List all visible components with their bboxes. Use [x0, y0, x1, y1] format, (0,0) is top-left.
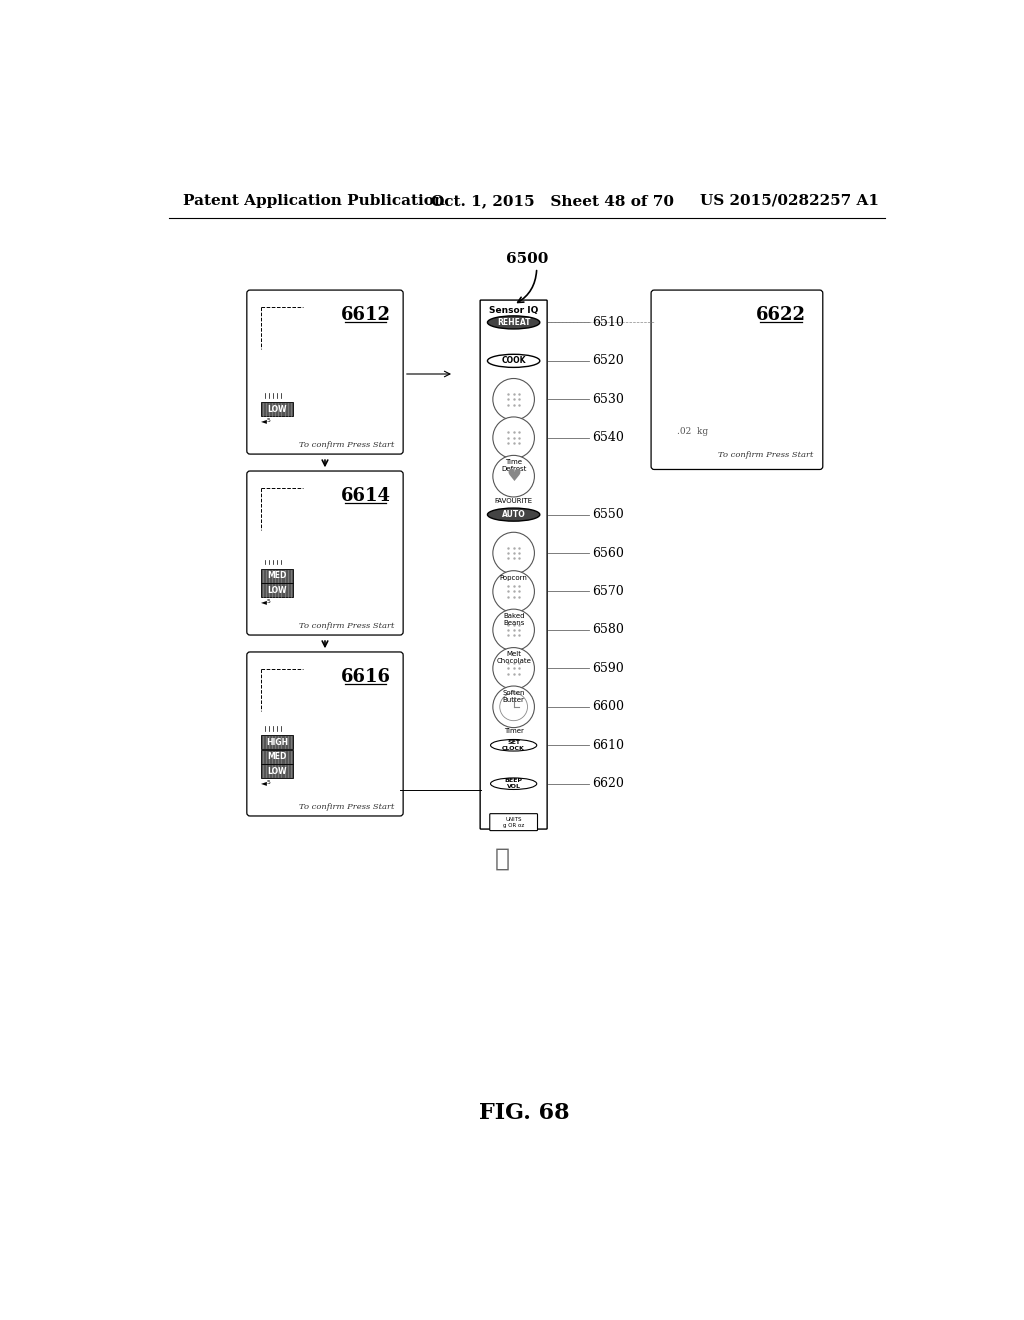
Text: US 2015/0282257 A1: US 2015/0282257 A1	[700, 194, 880, 207]
Ellipse shape	[487, 315, 540, 329]
Ellipse shape	[487, 354, 540, 367]
Text: Timer: Timer	[504, 729, 523, 734]
Text: LOW: LOW	[267, 586, 287, 595]
Text: Oct. 1, 2015   Sheet 48 of 70: Oct. 1, 2015 Sheet 48 of 70	[431, 194, 674, 207]
FancyBboxPatch shape	[247, 471, 403, 635]
Ellipse shape	[490, 739, 537, 751]
Text: 5: 5	[267, 599, 270, 603]
Text: 6590: 6590	[592, 661, 624, 675]
Circle shape	[493, 417, 535, 458]
Circle shape	[493, 648, 535, 689]
Text: ◄: ◄	[261, 777, 267, 787]
Text: FAVOURITE: FAVOURITE	[495, 498, 532, 504]
Text: 6530: 6530	[592, 393, 624, 405]
Text: Baked
Beans: Baked Beans	[503, 612, 524, 626]
Text: Popcorn: Popcorn	[500, 574, 527, 581]
Bar	[261, 569, 293, 582]
Text: 6600: 6600	[592, 701, 624, 713]
Text: MED: MED	[267, 572, 287, 581]
Ellipse shape	[487, 508, 540, 521]
Text: To confirm Press Start: To confirm Press Start	[299, 803, 394, 810]
Text: 6616: 6616	[340, 668, 390, 685]
Text: 6622: 6622	[756, 306, 806, 323]
Text: 6510: 6510	[592, 315, 624, 329]
Circle shape	[493, 532, 535, 574]
FancyBboxPatch shape	[651, 290, 823, 470]
Circle shape	[493, 686, 535, 727]
Text: Soften
Butter: Soften Butter	[503, 690, 525, 704]
Text: LOW: LOW	[267, 405, 287, 414]
Text: SET
CLOCK: SET CLOCK	[502, 739, 525, 751]
Text: LOW: LOW	[267, 767, 287, 776]
Circle shape	[493, 379, 535, 420]
Text: 5: 5	[267, 780, 270, 784]
Text: BEEP
VOL: BEEP VOL	[505, 779, 522, 789]
FancyBboxPatch shape	[489, 813, 538, 830]
FancyBboxPatch shape	[247, 290, 403, 454]
Text: 6610: 6610	[592, 739, 624, 752]
Text: 6520: 6520	[592, 354, 624, 367]
Text: 6570: 6570	[592, 585, 624, 598]
Text: 6550: 6550	[592, 508, 624, 521]
Text: 6620: 6620	[592, 777, 624, 791]
Text: 6540: 6540	[592, 432, 624, 445]
Ellipse shape	[490, 777, 537, 789]
Text: COOK: COOK	[502, 356, 526, 366]
Text: 👉: 👉	[495, 847, 510, 871]
Text: UNITS
g OR oz: UNITS g OR oz	[503, 817, 524, 828]
Text: 6612: 6612	[340, 306, 390, 323]
FancyBboxPatch shape	[247, 652, 403, 816]
Text: ♥: ♥	[506, 467, 521, 486]
Text: 6614: 6614	[340, 487, 390, 504]
Text: .02  kg: .02 kg	[677, 428, 709, 436]
Bar	[261, 750, 293, 763]
Circle shape	[493, 609, 535, 651]
Circle shape	[500, 693, 527, 721]
Text: FIG. 68: FIG. 68	[479, 1102, 570, 1125]
Text: To confirm Press Start: To confirm Press Start	[718, 451, 813, 459]
Text: To confirm Press Start: To confirm Press Start	[299, 441, 394, 449]
Text: ◄: ◄	[261, 597, 267, 606]
Circle shape	[493, 455, 535, 496]
Text: MED: MED	[267, 752, 287, 762]
Bar	[261, 735, 293, 748]
Bar	[261, 764, 293, 779]
Text: Sensor IQ: Sensor IQ	[488, 306, 539, 314]
Text: 5: 5	[267, 417, 270, 422]
Text: To confirm Press Start: To confirm Press Start	[299, 622, 394, 630]
Text: Time
Defrost: Time Defrost	[501, 459, 526, 473]
Text: Patent Application Publication: Patent Application Publication	[183, 194, 444, 207]
Bar	[261, 403, 293, 416]
Text: Melt
Chocolate: Melt Chocolate	[497, 652, 531, 664]
Text: AUTO: AUTO	[502, 510, 525, 519]
Text: 6580: 6580	[592, 623, 624, 636]
Circle shape	[493, 570, 535, 612]
Text: REHEAT: REHEAT	[497, 318, 530, 327]
Text: 6500: 6500	[506, 252, 548, 265]
Text: HIGH: HIGH	[266, 738, 288, 747]
Text: 6560: 6560	[592, 546, 624, 560]
Bar	[261, 583, 293, 598]
Text: ◄: ◄	[261, 416, 267, 425]
FancyBboxPatch shape	[480, 300, 547, 829]
